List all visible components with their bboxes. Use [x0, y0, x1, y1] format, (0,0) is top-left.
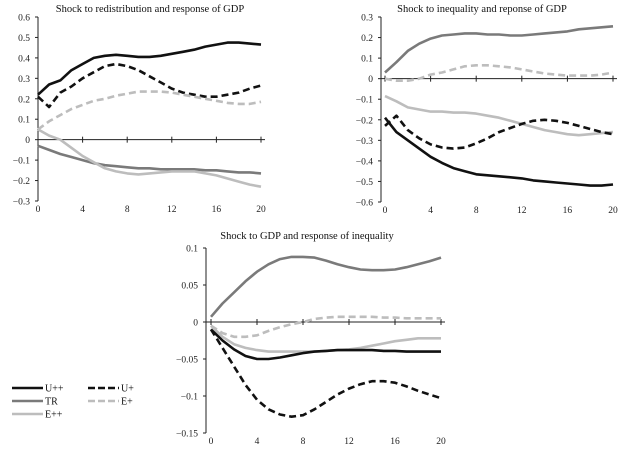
y-tick-label: 0.6	[18, 14, 30, 24]
y-tick-label: −0.15	[176, 430, 198, 440]
x-tick-label: 4	[428, 206, 433, 216]
series-line-tr	[384, 25, 614, 74]
x-tick-label: 8	[301, 437, 306, 447]
x-tick-label: 12	[517, 206, 527, 216]
y-tick-label: 0	[368, 75, 373, 85]
y-tick-label: −0.5	[356, 178, 373, 188]
y-tick-label: 0.05	[181, 282, 198, 292]
series-line-uplusplus	[383, 116, 614, 187]
series-line-uplus	[209, 328, 442, 418]
series-line-eplus	[384, 64, 614, 82]
legend-item-uplusplus: U++	[12, 384, 64, 395]
legend-item-uplus: U+	[88, 384, 134, 395]
y-tick-label: −0.3	[13, 198, 30, 208]
y-tick-label: 0.1	[186, 245, 198, 255]
legend-label: E++	[45, 410, 63, 421]
y-tick-label: 0.4	[18, 54, 30, 64]
series-line-eplus	[210, 315, 441, 339]
series-line-eplus	[37, 90, 262, 131]
chart-title: Shock to GDP and response of inequality	[220, 231, 394, 242]
y-tick-label: −0.1	[13, 157, 30, 167]
x-tick-label: 20	[256, 205, 266, 215]
x-tick-label: 4	[255, 437, 260, 447]
y-tick-label: 0	[25, 136, 30, 146]
series-line-uplusplus	[37, 41, 262, 96]
legend-label: U++	[45, 384, 64, 395]
series-line-eplusplus	[37, 128, 262, 188]
x-tick-label: 12	[344, 437, 354, 447]
chart-3: Shock to GDP and response of inequality −…	[176, 231, 446, 447]
y-tick-label: 0.2	[361, 34, 373, 44]
y-tick-label: −0.2	[356, 116, 373, 126]
x-tick-label: 8	[474, 206, 479, 216]
legend-item-tr: TR	[12, 397, 58, 408]
y-tick-label: −0.2	[13, 177, 30, 187]
x-tick-label: 0	[36, 205, 41, 215]
chart-title: Shock to redistribution and response of …	[56, 4, 245, 15]
legend-item-eplus: E+	[88, 397, 133, 408]
series-line-tr	[210, 255, 442, 318]
y-tick-label: 0.3	[361, 14, 373, 24]
y-tick-label: −0.05	[176, 356, 198, 366]
y-tick-label: −0.1	[181, 393, 198, 403]
legend-item-eplusplus: E++	[12, 410, 63, 421]
y-tick-label: −0.1	[356, 96, 373, 106]
y-tick-label: 0.1	[361, 55, 373, 65]
y-tick-label: 0.5	[18, 34, 30, 44]
series-line-uplus	[37, 62, 262, 109]
x-tick-label: 16	[563, 206, 573, 216]
series-line-eplusplus	[384, 94, 614, 137]
legend: U++ U+ TR E+ E++	[12, 384, 134, 421]
series-line-uplusplus	[210, 328, 441, 361]
chart-1: Shock to redistribution and response of …	[13, 4, 266, 215]
x-tick-label: 20	[436, 437, 446, 447]
chart-2: Shock to inequality and reponse of GDP −0…	[356, 4, 618, 216]
y-tick-label: 0.1	[18, 116, 30, 126]
x-tick-label: 16	[212, 205, 222, 215]
series-line-uplus	[384, 114, 614, 150]
legend-label: TR	[45, 397, 58, 408]
y-tick-label: −0.4	[356, 157, 373, 167]
legend-label: U+	[121, 384, 134, 395]
series-line-eplusplus	[210, 324, 441, 353]
x-tick-label: 16	[390, 437, 400, 447]
y-tick-label: 0	[193, 319, 198, 329]
x-tick-label: 12	[167, 205, 177, 215]
x-tick-label: 0	[383, 206, 388, 216]
x-tick-label: 4	[80, 205, 85, 215]
y-tick-label: −0.3	[356, 137, 373, 147]
y-tick-label: 0.2	[18, 95, 30, 105]
x-tick-label: 20	[608, 206, 618, 216]
y-tick-label: 0.3	[18, 75, 30, 85]
legend-label: E+	[121, 397, 133, 408]
series-line-tr	[37, 144, 262, 175]
chart-title: Shock to inequality and reponse of GDP	[397, 4, 567, 15]
x-tick-label: 8	[125, 205, 130, 215]
y-tick-label: −0.6	[356, 199, 373, 209]
x-tick-label: 0	[209, 437, 214, 447]
